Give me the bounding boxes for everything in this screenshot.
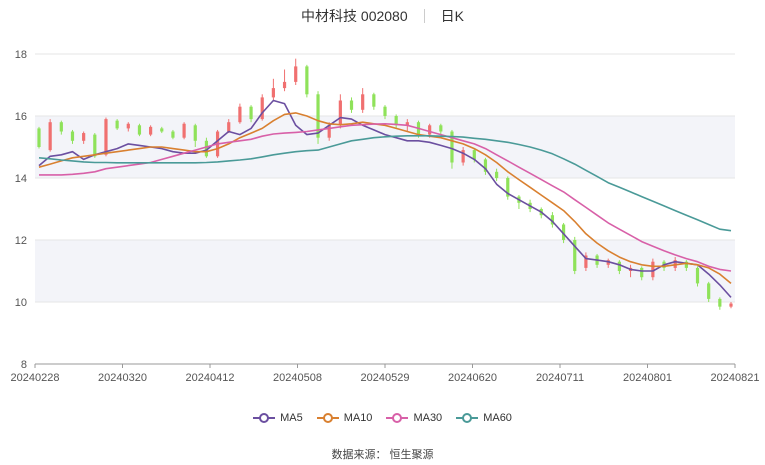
legend-label-ma60: MA60	[483, 412, 512, 424]
candle-body	[695, 267, 700, 284]
x-tick-label: 20240529	[361, 372, 410, 384]
candle-body	[718, 298, 722, 307]
candle-body	[640, 267, 644, 278]
candle-body	[573, 240, 577, 271]
y-tick-label: 10	[15, 297, 27, 309]
candle-body	[182, 123, 186, 138]
candle-body	[227, 122, 231, 132]
legend-item-ma5[interactable]: MA5	[253, 412, 303, 424]
candle-body	[305, 66, 309, 95]
candle-body	[428, 125, 432, 135]
candle-body	[171, 131, 175, 138]
candle-body	[70, 131, 75, 141]
candle-body	[316, 94, 320, 138]
stock-title: 中材科技 002080	[301, 8, 408, 24]
candle-body	[684, 261, 688, 268]
candle-body	[149, 126, 153, 135]
data-source-note: 数据来源： 恒生聚源	[331, 449, 434, 461]
legend-swatch-ma5	[253, 413, 276, 423]
candle-body	[282, 81, 287, 89]
candle-body	[37, 128, 41, 147]
legend-swatch-ma30	[386, 413, 409, 423]
y-tick-label: 12	[15, 235, 27, 247]
candle-body	[338, 100, 342, 126]
candle-body	[584, 255, 588, 268]
candle-body	[349, 100, 354, 110]
candle-body	[160, 128, 164, 132]
y-tick-label: 8	[21, 359, 27, 371]
candle-body	[204, 140, 209, 157]
series-line-ma60	[38, 135, 732, 232]
x-tick-label: 20240508	[273, 372, 322, 384]
candle-body	[271, 88, 275, 98]
legend-item-ma10[interactable]: MA10	[316, 412, 373, 424]
candle-body	[439, 125, 443, 132]
title-separator	[423, 9, 425, 23]
series-line-ma10	[38, 112, 732, 285]
candle-body	[617, 261, 621, 271]
candle-body	[193, 125, 197, 141]
legend-swatch-ma10	[316, 413, 339, 423]
candle-body	[707, 283, 711, 299]
candle-body	[506, 178, 510, 197]
candle-body	[495, 171, 499, 178]
candle-body	[405, 122, 409, 126]
y-tick-label: 14	[15, 173, 27, 185]
x-tick-label: 20240412	[186, 372, 235, 384]
legend-label-ma30: MA30	[413, 412, 443, 424]
candle-body	[372, 94, 376, 107]
candle-body	[394, 116, 398, 126]
series-line-ma30	[39, 123, 732, 272]
candle-body	[383, 106, 387, 116]
chart-title-bar: 中材科技 002080 日K	[0, 6, 765, 26]
candle-body	[93, 134, 97, 157]
legend-label-ma10: MA10	[343, 412, 373, 424]
candle-body	[104, 119, 108, 155]
candle-body	[561, 224, 566, 240]
chart-legend: MA5 MA10 MA30 MA60	[0, 412, 765, 424]
candle-body	[327, 125, 331, 138]
legend-swatch-ma60	[456, 413, 479, 423]
candlestick-chart[interactable]: 8 10 12 14 16 18 20240228 20240320 20240412 20240…	[0, 0, 765, 405]
candle-body	[48, 122, 52, 151]
candle-body	[260, 97, 264, 120]
x-tick-label: 20240228	[11, 372, 60, 384]
y-tick-label: 18	[15, 49, 27, 61]
x-tick-label: 20240620	[448, 372, 497, 384]
candle-body	[483, 159, 488, 172]
candle-body	[651, 261, 655, 278]
candle-body	[137, 125, 142, 135]
candle-body	[126, 123, 130, 129]
x-tick-label: 20240320	[98, 372, 147, 384]
candle-body	[59, 122, 63, 132]
x-tick-label: 20240821	[711, 372, 760, 384]
candle-body	[461, 150, 465, 163]
candle-body	[729, 303, 733, 307]
legend-item-ma60[interactable]: MA60	[456, 412, 512, 424]
y-tick-label: 16	[15, 111, 27, 123]
candle-body	[550, 215, 555, 225]
legend-item-ma30[interactable]: MA30	[386, 412, 442, 424]
x-tick-label: 20240801	[623, 372, 672, 384]
candle-body	[361, 94, 365, 110]
legend-label-ma5: MA5	[280, 412, 303, 424]
period-label[interactable]: 日K	[440, 8, 464, 24]
candle-body	[82, 133, 86, 141]
candle-body	[472, 150, 476, 160]
candle-body	[238, 106, 242, 123]
candle-body	[249, 106, 253, 120]
candle-body	[115, 120, 119, 129]
candle-body	[294, 66, 298, 82]
x-tick-label: 20240711	[536, 372, 584, 384]
candle-body	[450, 131, 454, 163]
